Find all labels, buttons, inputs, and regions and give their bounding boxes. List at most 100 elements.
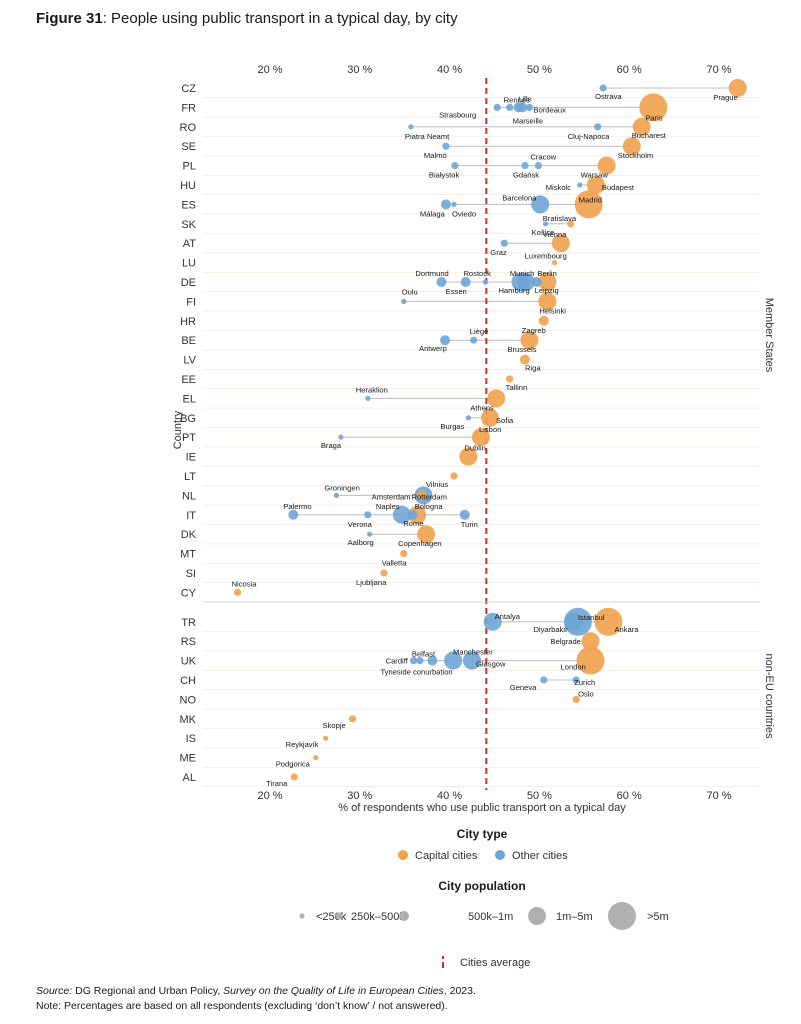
bubble-dortmund	[436, 277, 447, 287]
bubble-manchester	[444, 651, 463, 670]
city-label-miskolc: Miskolc	[546, 183, 572, 192]
x-tick-bottom-40: 40 %	[437, 790, 462, 802]
legend-average-label: Cities average	[460, 957, 530, 969]
bubble-tyneside-conurbation	[427, 655, 438, 666]
y-axis-label: Country	[172, 410, 184, 449]
city-label-turin: Turin	[461, 520, 478, 529]
city-label-prague: Prague	[713, 93, 738, 102]
bubble-barcelona	[531, 195, 550, 214]
bubble-braga	[338, 434, 344, 440]
bubble-zurich	[572, 676, 580, 684]
bubble-cracow	[534, 162, 543, 170]
bubble-oviedo	[451, 201, 457, 207]
bubble-verona	[364, 511, 372, 519]
bubble-glasgow	[462, 651, 481, 670]
city-label-verona: Verona	[348, 520, 373, 529]
city-label-bologna: Bologna	[415, 502, 444, 511]
bubble-leipzig	[531, 277, 542, 287]
bubble-helsinki	[538, 292, 557, 311]
city-label-lisbon: Lisbon	[479, 425, 501, 434]
country-label-uk: UK	[181, 656, 197, 668]
bubble-amsterdam	[416, 490, 427, 501]
city-label-nicosia: Nicosia	[232, 579, 258, 588]
city-label-barcelona: Barcelona	[502, 193, 537, 202]
country-label-no: NO	[180, 694, 197, 706]
city-label-ljubljana: Ljubljana	[356, 578, 387, 587]
city-label-essen: Essen	[446, 287, 467, 296]
bubble-ljubljana	[380, 569, 388, 577]
country-label-it: IT	[186, 510, 196, 522]
city-label-malmo: Malmö	[424, 151, 447, 160]
city-label-glasgow: Glasgow	[476, 660, 506, 669]
legend-size-swatch-1	[299, 913, 305, 919]
city-label-zurich: Zurich	[574, 678, 595, 687]
connector-lines	[293, 87, 738, 681]
country-label-bg: BG	[180, 413, 196, 425]
bubble-vilnius	[450, 472, 458, 480]
city-label-luxembourg: Luxembourg	[525, 252, 567, 261]
city-label-dortmund: Dortmund	[415, 269, 448, 278]
bubble-podgorica	[313, 755, 319, 761]
city-label-riga: Riga	[525, 364, 541, 373]
city-label-cluj-napoca: Cluj-Napoca	[568, 132, 611, 141]
bubble-riga	[519, 354, 530, 365]
bubble-athens	[487, 389, 506, 408]
city-label-graz: Graz	[490, 248, 507, 257]
city-label-athens: Athens	[470, 403, 494, 412]
country-label-pt: PT	[182, 432, 196, 444]
legend-size-swatch-5	[608, 902, 636, 930]
city-label-palermo: Palermo	[283, 502, 311, 511]
x-tick-top-40: 40 %	[437, 64, 462, 76]
bubble-kosice	[543, 221, 549, 227]
city-label-warsaw: Warsaw	[581, 171, 609, 180]
source-text: DG Regional and Urban Policy,	[72, 985, 224, 997]
x-axis-ticks: 20 % 20 % 30 % 30 % 40 % 40 % 50 % 50 % 60 % 60 %…	[257, 64, 731, 802]
city-label-istanbul: Istanbul	[578, 613, 605, 622]
legend-size-swatch-2	[335, 912, 343, 920]
city-label-kosice: Košice	[532, 228, 555, 237]
city-label-tallinn: Tallinn	[506, 383, 528, 392]
city-label-aalborg: Aalborg	[348, 538, 374, 547]
city-label-helsinki: Helsinki	[539, 306, 566, 315]
city-label-brussels: Brussels	[507, 345, 536, 354]
x-tick-top-30: 30 %	[347, 64, 372, 76]
bubble-burgas	[465, 415, 471, 421]
legend-size-label-3: 500k–1m	[468, 911, 513, 923]
bubble-warsaw	[597, 156, 616, 175]
bubble-rostock	[482, 279, 489, 285]
country-label-rs: RS	[181, 636, 196, 648]
city-label-hamburg: Hamburg	[498, 286, 529, 295]
city-label-london: London	[561, 663, 586, 672]
x-tick-top-60: 60 %	[617, 64, 642, 76]
source-year: , 2023.	[443, 985, 476, 997]
legend-swatch-capital	[398, 850, 408, 860]
city-label-ankara: Ankara	[614, 625, 639, 634]
bubble-geneva	[540, 676, 548, 684]
x-tick-top-50: 50 %	[527, 64, 552, 76]
city-label-valletta: Valletta	[382, 559, 408, 568]
legend-average: Cities average	[442, 956, 530, 969]
bubble-zagreb	[538, 315, 549, 326]
country-label-is: IS	[186, 733, 196, 745]
country-label-cy: CY	[181, 587, 197, 599]
country-label-lu: LU	[182, 258, 196, 270]
country-label-mk: MK	[180, 714, 197, 726]
legend-type-title: City type	[457, 827, 508, 841]
city-label-oslo: Oslo	[578, 689, 594, 698]
city-label-cardiff: Cardiff	[386, 657, 409, 666]
bubble-diyarbakir	[564, 612, 583, 631]
country-label-si: SI	[186, 568, 196, 580]
city-label-bucharest: Bucharest	[632, 131, 667, 140]
bubble-malaga	[440, 199, 451, 210]
country-label-be: BE	[181, 335, 196, 347]
bubble-belgrade	[581, 632, 600, 651]
bubble-london	[576, 646, 605, 675]
legend-label-other: Other cities	[512, 850, 568, 862]
bubble-copenhagen	[417, 525, 436, 544]
x-tick-top-70: 70 %	[706, 64, 731, 76]
city-label-podgorica: Podgorica	[276, 760, 311, 769]
bubble-dublin	[459, 447, 478, 466]
country-label-hu: HU	[180, 180, 196, 192]
